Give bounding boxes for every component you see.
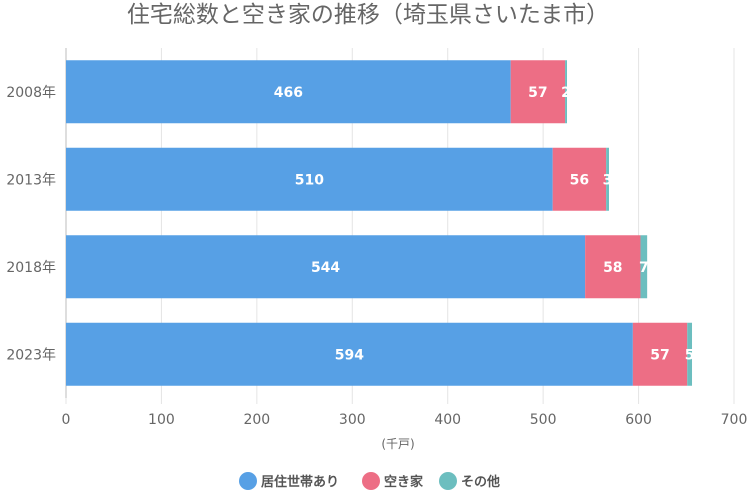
category-label: 2013年 xyxy=(6,172,56,188)
bar-value-label: 57 xyxy=(528,85,547,101)
bar-value-label: 7 xyxy=(639,260,649,276)
bar-segment xyxy=(565,60,567,124)
legend: 居住世帯あり 空き家 その他 xyxy=(239,472,500,490)
bar-segment xyxy=(606,147,609,211)
legend-marker xyxy=(439,472,457,490)
category-label: 2018年 xyxy=(6,260,56,276)
bar-segment xyxy=(66,147,553,211)
bar-value-label: 5 xyxy=(685,347,695,363)
chart-title: 住宅総数と空き家の推移（埼玉県さいたま市） xyxy=(127,2,609,28)
bar-segment xyxy=(585,235,641,299)
bar-value-label: 58 xyxy=(603,260,622,276)
x-axis-title: (千戸) xyxy=(381,437,414,451)
bar-value-label: 466 xyxy=(274,85,303,101)
bar-value-label: 510 xyxy=(295,172,324,188)
bar-segment xyxy=(687,322,693,386)
legend-label: 居住世帯あり xyxy=(261,474,339,490)
x-tick-label: 600 xyxy=(625,412,652,428)
bar-value-label: 56 xyxy=(570,172,589,188)
bar-segment xyxy=(66,60,511,124)
x-tick-label: 400 xyxy=(434,412,461,428)
legend-label: 空き家 xyxy=(384,474,424,490)
x-tick-label: 200 xyxy=(243,412,270,428)
x-tick-label: 100 xyxy=(148,412,175,428)
category-axis: 2008年 2013年 2018年 2023年 xyxy=(6,85,56,364)
bar-segment xyxy=(510,60,566,124)
bar-segment xyxy=(66,235,586,299)
bar-value-label: 2 xyxy=(561,85,571,101)
x-tick-label: 500 xyxy=(530,412,557,428)
bar-segment xyxy=(632,322,688,386)
x-tick-label: 0 xyxy=(62,412,71,428)
legend-marker xyxy=(362,472,380,490)
x-tick-label: 700 xyxy=(721,412,748,428)
bar-value-label: 544 xyxy=(311,260,340,276)
x-tick-label: 300 xyxy=(339,412,366,428)
bar-value-label: 3 xyxy=(603,172,613,188)
bar-segment xyxy=(640,235,648,299)
bar-segment xyxy=(552,147,607,211)
bars: 466 57 2 510 56 3 544 58 7 594 57 5 xyxy=(66,60,695,386)
legend-label: その他 xyxy=(461,474,500,490)
bar-segment xyxy=(66,322,633,386)
bar-value-label: 57 xyxy=(650,347,669,363)
category-label: 2008年 xyxy=(6,85,56,101)
bar-value-label: 594 xyxy=(335,347,364,363)
legend-marker xyxy=(239,472,257,490)
category-label: 2023年 xyxy=(6,347,56,363)
value-axis: 0 100 200 300 400 500 600 700 xyxy=(62,412,748,428)
